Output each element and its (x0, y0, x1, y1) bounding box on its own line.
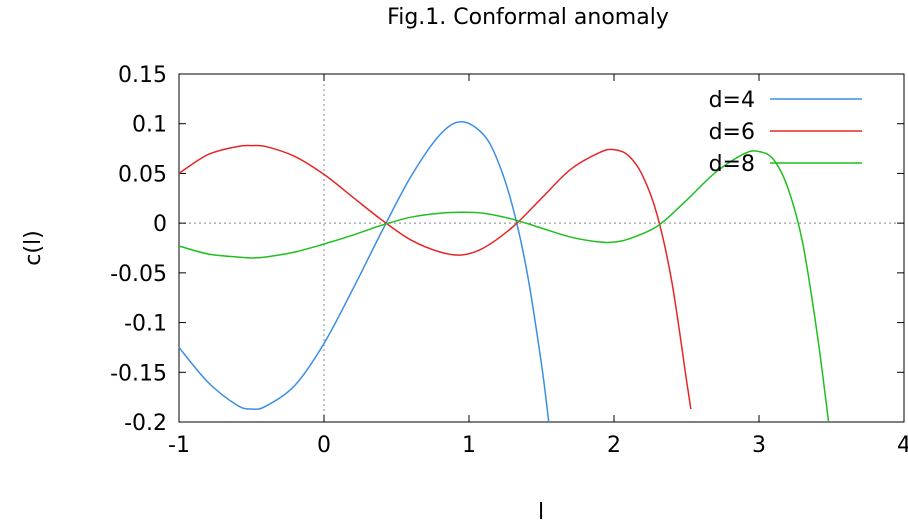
y-tick-label: 0.05 (118, 162, 167, 187)
plot-frame (178, 73, 905, 423)
y-tick-label: -0.05 (110, 262, 167, 287)
y-tick-label: -0.15 (110, 361, 167, 386)
y-tick-label: -0.2 (124, 411, 167, 436)
series-line-d=6 (178, 144, 692, 410)
series-line-d=4 (178, 120, 550, 423)
x-tick-label: -1 (168, 433, 190, 458)
legend: d=4 d=6 d=8 (709, 88, 862, 177)
x-tick-label: 4 (897, 433, 908, 458)
x-tick-label: 2 (607, 433, 621, 458)
x-axis-label: l (538, 500, 544, 525)
y-tick-label: 0.1 (132, 113, 167, 138)
legend-label: d=6 (709, 120, 755, 145)
chart-title: Fig.1. Conformal anomaly (387, 5, 669, 30)
x-tick-label: 0 (317, 433, 331, 458)
x-tick-label: 3 (752, 433, 766, 458)
x-tick-label: 1 (462, 433, 476, 458)
y-tick-label: -0.1 (124, 312, 167, 337)
y-axis-label: c(l) (21, 230, 46, 265)
series-line-d=8 (178, 150, 830, 423)
legend-label: d=8 (709, 152, 755, 177)
legend-label: d=4 (709, 88, 755, 113)
y-tick-label: 0.15 (118, 63, 167, 88)
y-tick-label: 0 (153, 212, 167, 237)
